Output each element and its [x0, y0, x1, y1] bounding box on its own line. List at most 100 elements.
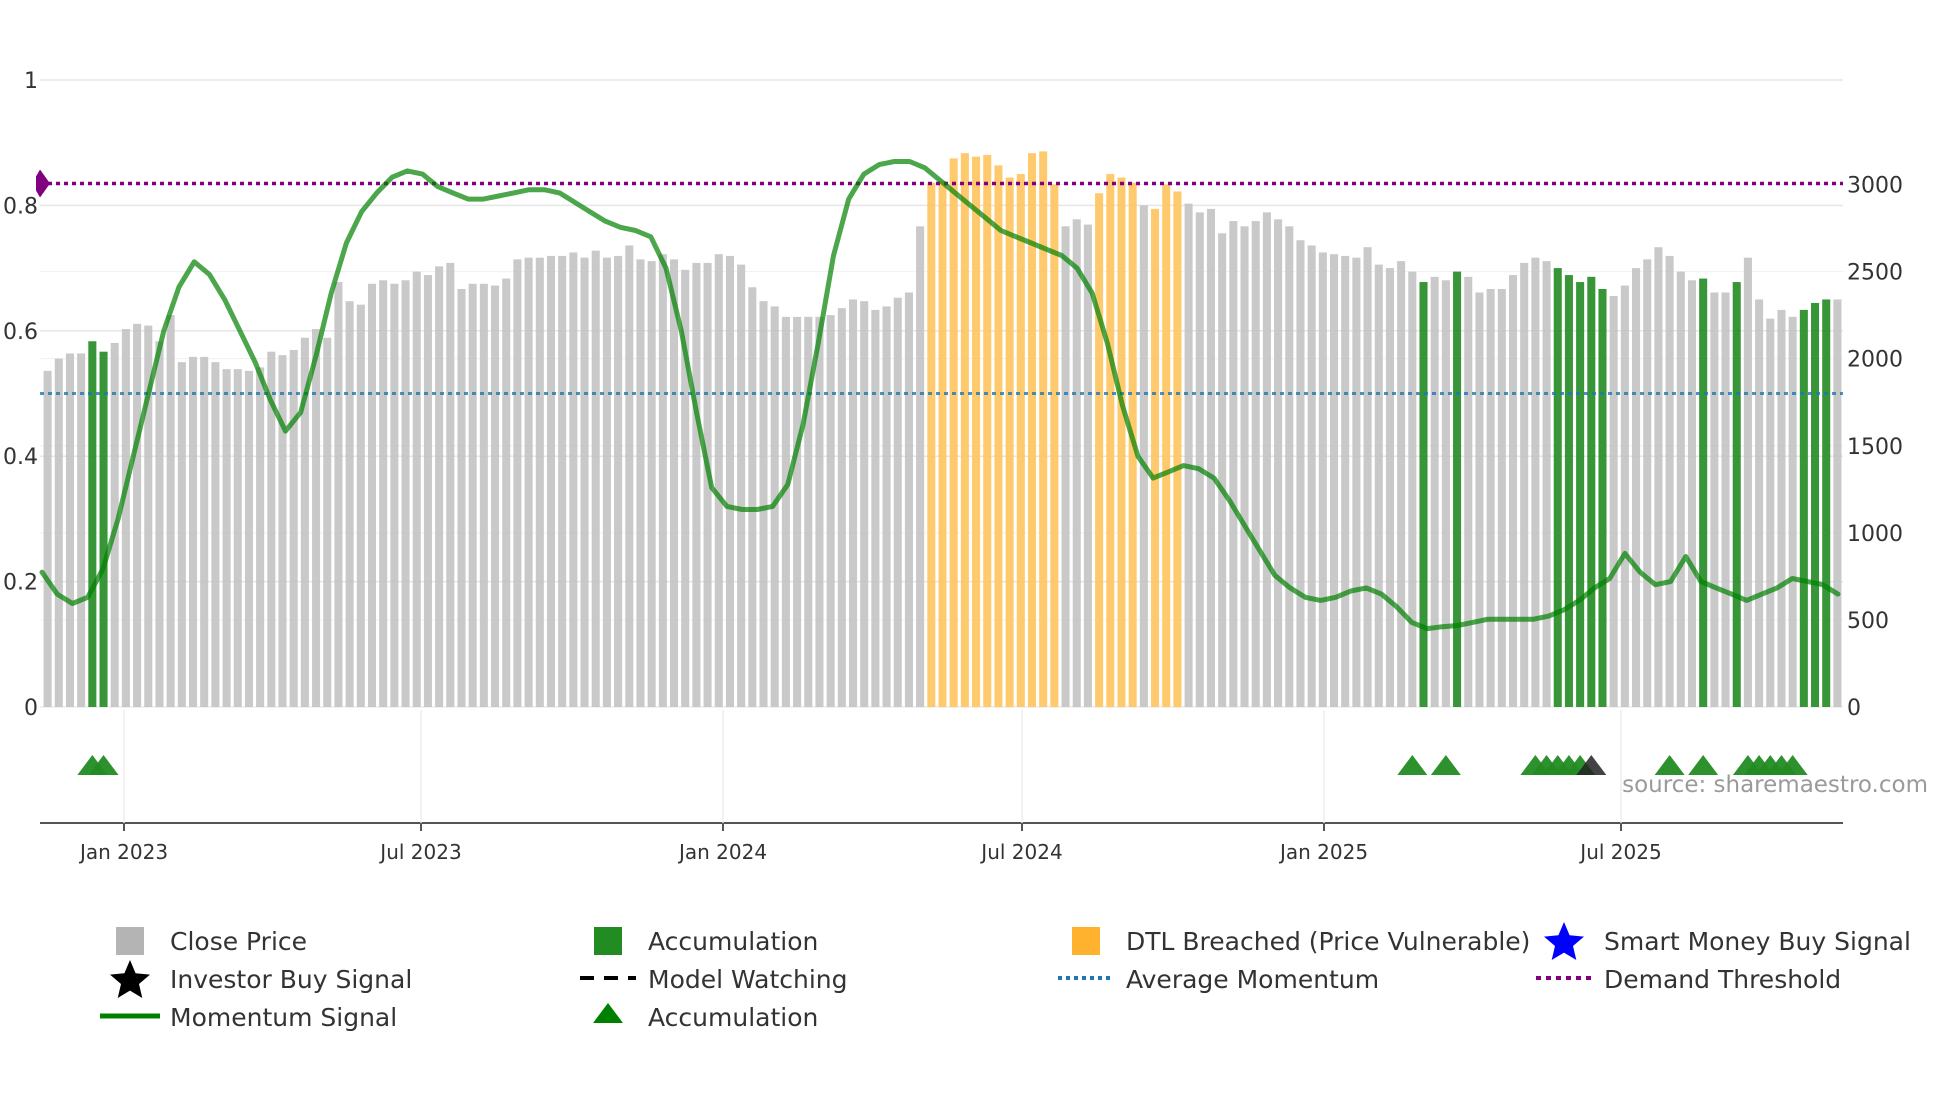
price-bar [1274, 219, 1283, 708]
price-bar [222, 369, 231, 707]
price-bar [580, 257, 589, 707]
price-bar [1408, 271, 1417, 707]
right-tick-label: 2000 [1847, 348, 1903, 373]
price-bar [1687, 280, 1697, 707]
price-bar [1027, 153, 1037, 707]
right-tick-label: 0 [1847, 696, 1861, 721]
price-bar [1743, 257, 1752, 707]
demand-threshold-marker [36, 169, 50, 198]
price-bar [681, 269, 690, 707]
price-bar [1632, 268, 1641, 707]
left-tick-label: 0.2 [3, 571, 38, 596]
price-bar [99, 351, 108, 707]
price-bar [491, 285, 500, 707]
x-tick-label: Jan 2023 [78, 840, 168, 864]
accumulation-triangle [1654, 755, 1685, 775]
price-bar [144, 325, 153, 707]
price-bar [133, 323, 142, 707]
price-bar [871, 309, 880, 707]
price-bar [1822, 299, 1831, 707]
price-bar [602, 257, 611, 707]
price-bar [1363, 247, 1372, 707]
legend-label-smart-money: Smart Money Buy Signal [1604, 927, 1911, 956]
price-bar [423, 275, 432, 707]
legend-label-accumulation-bar: Accumulation [648, 927, 818, 956]
price-bar [748, 287, 757, 707]
x-tick-label: Jan 2024 [677, 840, 767, 864]
price-bar [435, 266, 444, 707]
price-bar [994, 165, 1003, 707]
price-bar [121, 329, 130, 707]
price-bar [1385, 268, 1394, 707]
price-bar [323, 337, 332, 707]
price-bar [401, 280, 410, 707]
axes [40, 710, 1843, 831]
price-bar [1497, 289, 1506, 707]
price-bar [1296, 240, 1305, 707]
price-bar [1721, 292, 1730, 707]
price-bar [1218, 233, 1227, 707]
price-bar [1475, 292, 1484, 707]
price-bar [379, 280, 388, 707]
price-bar [1553, 268, 1562, 707]
price-bar [703, 262, 712, 707]
price-bar [1732, 282, 1741, 707]
price-bar [524, 257, 533, 707]
price-bar [1285, 226, 1294, 708]
price-bar [882, 306, 891, 707]
investor-signal-triangle [1576, 755, 1607, 775]
right-tick-label: 2500 [1847, 261, 1903, 286]
price-bar [949, 158, 958, 707]
price-bar [88, 341, 97, 707]
price-bar [837, 308, 846, 707]
legend-label-momentum-signal: Momentum Signal [170, 1003, 397, 1032]
price-bar [1598, 289, 1607, 707]
price-bar [647, 261, 656, 707]
x-tick-label: Jul 2023 [378, 840, 461, 864]
price-bar [725, 255, 734, 708]
legend: Close Price Accumulation DTL Breached (P… [100, 922, 1911, 1032]
price-bar [1061, 226, 1070, 708]
price-bar [714, 254, 723, 707]
price-bar [43, 370, 52, 707]
price-bar [658, 254, 667, 707]
price-bar [1464, 276, 1473, 707]
price-bar [692, 262, 701, 707]
price-bar [334, 282, 343, 707]
price-bar [904, 292, 913, 707]
right-tick-label: 1500 [1847, 435, 1903, 460]
price-bar [983, 154, 992, 707]
price-bar [1106, 174, 1115, 708]
price-bar [256, 367, 265, 707]
price-bar [1710, 292, 1719, 707]
price-bar [390, 283, 399, 707]
price-bar [1139, 205, 1148, 707]
price-bar [804, 316, 813, 707]
accumulation-triangle [1430, 755, 1461, 775]
price-bar [1329, 254, 1339, 707]
price-bar [1307, 245, 1316, 708]
price-bar [793, 316, 802, 707]
price-bar [1564, 275, 1573, 707]
price-bar [77, 353, 86, 707]
right-tick-label: 3000 [1847, 174, 1903, 199]
price-bar [1083, 224, 1092, 707]
price-bar [54, 358, 63, 707]
price-bar [1643, 259, 1652, 707]
price-bar [479, 283, 488, 707]
price-bar [356, 304, 365, 707]
legend-label-demand-threshold: Demand Threshold [1604, 965, 1841, 994]
smart-money-star-icon [1544, 922, 1584, 960]
price-bar [278, 355, 287, 707]
price-bar [591, 250, 600, 707]
price-bar [826, 315, 835, 707]
price-bar [815, 316, 824, 707]
price-bar [860, 301, 869, 707]
price-bar [1005, 177, 1014, 708]
price-bar [155, 341, 164, 707]
price-bar [1699, 278, 1708, 707]
price-bar [65, 353, 74, 707]
price-bar [1341, 255, 1350, 708]
left-tick-label: 0.6 [3, 320, 38, 345]
price-bar [546, 255, 556, 708]
